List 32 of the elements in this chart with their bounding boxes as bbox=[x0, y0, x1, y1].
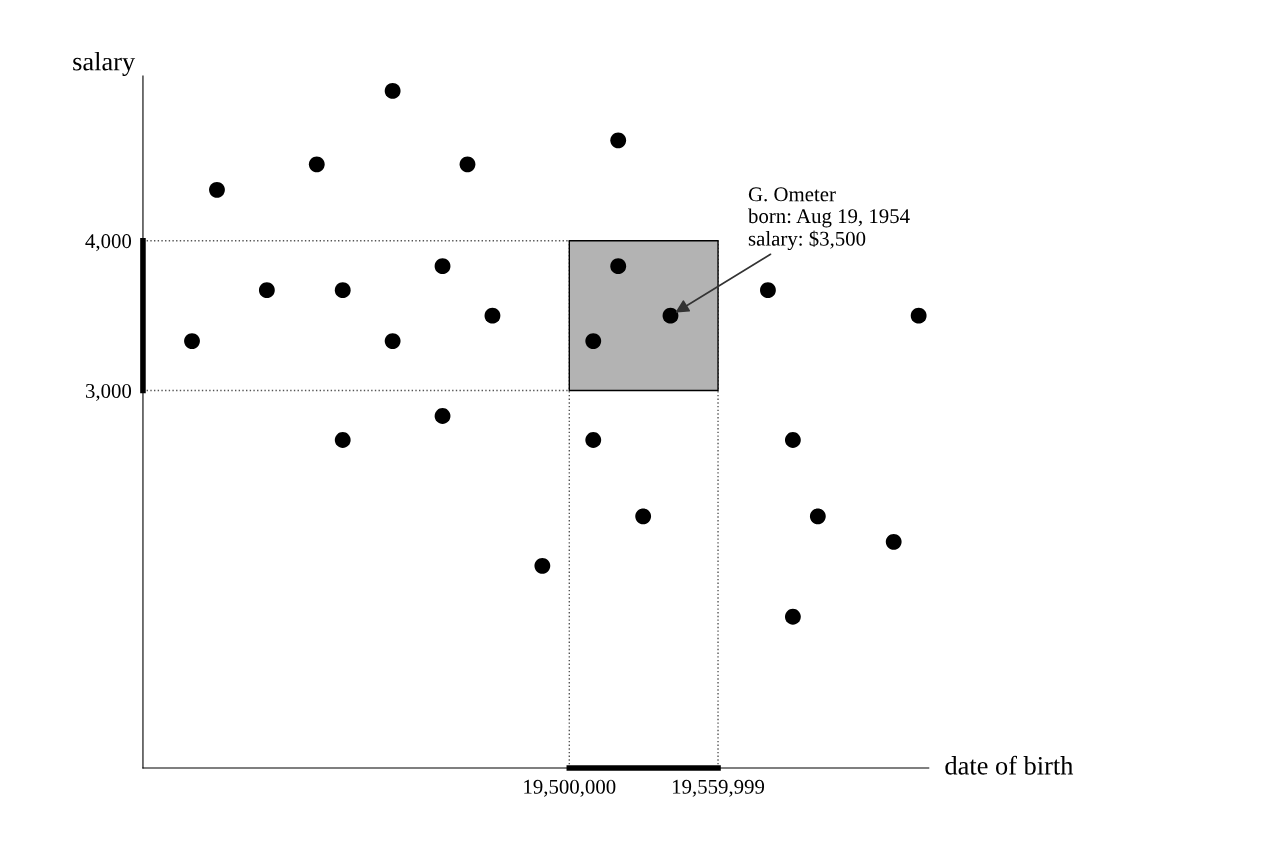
point bbox=[910, 307, 927, 324]
point bbox=[809, 508, 826, 525]
point bbox=[434, 408, 451, 424]
point bbox=[334, 282, 351, 299]
point bbox=[585, 333, 602, 350]
point bbox=[885, 533, 902, 550]
point bbox=[662, 307, 679, 324]
point bbox=[784, 608, 801, 625]
point bbox=[184, 333, 200, 350]
point bbox=[459, 156, 476, 173]
point bbox=[585, 432, 602, 448]
annotation: G. Ometer born: Aug 19, 1954 salary: $3,500 bbox=[748, 187, 910, 251]
x-tick-label: 19,559,999 bbox=[672, 779, 765, 797]
point bbox=[308, 156, 325, 173]
x-tick-label: 19,500,000 bbox=[524, 779, 616, 797]
point bbox=[384, 333, 401, 350]
point bbox=[334, 432, 351, 448]
point bbox=[760, 282, 776, 299]
y-tick-label: 3,000 bbox=[85, 383, 132, 401]
point bbox=[610, 132, 627, 149]
point bbox=[434, 258, 451, 275]
point bbox=[484, 307, 501, 324]
point bbox=[784, 432, 801, 448]
point bbox=[534, 557, 551, 574]
y-tick-label: 4,000 bbox=[85, 234, 132, 252]
point bbox=[384, 83, 401, 99]
x-axis-title: date of birth bbox=[945, 755, 1074, 775]
point bbox=[610, 258, 627, 275]
y-axis-title: salary bbox=[73, 51, 136, 76]
point bbox=[635, 508, 652, 525]
point bbox=[258, 282, 275, 299]
point bbox=[209, 181, 225, 198]
